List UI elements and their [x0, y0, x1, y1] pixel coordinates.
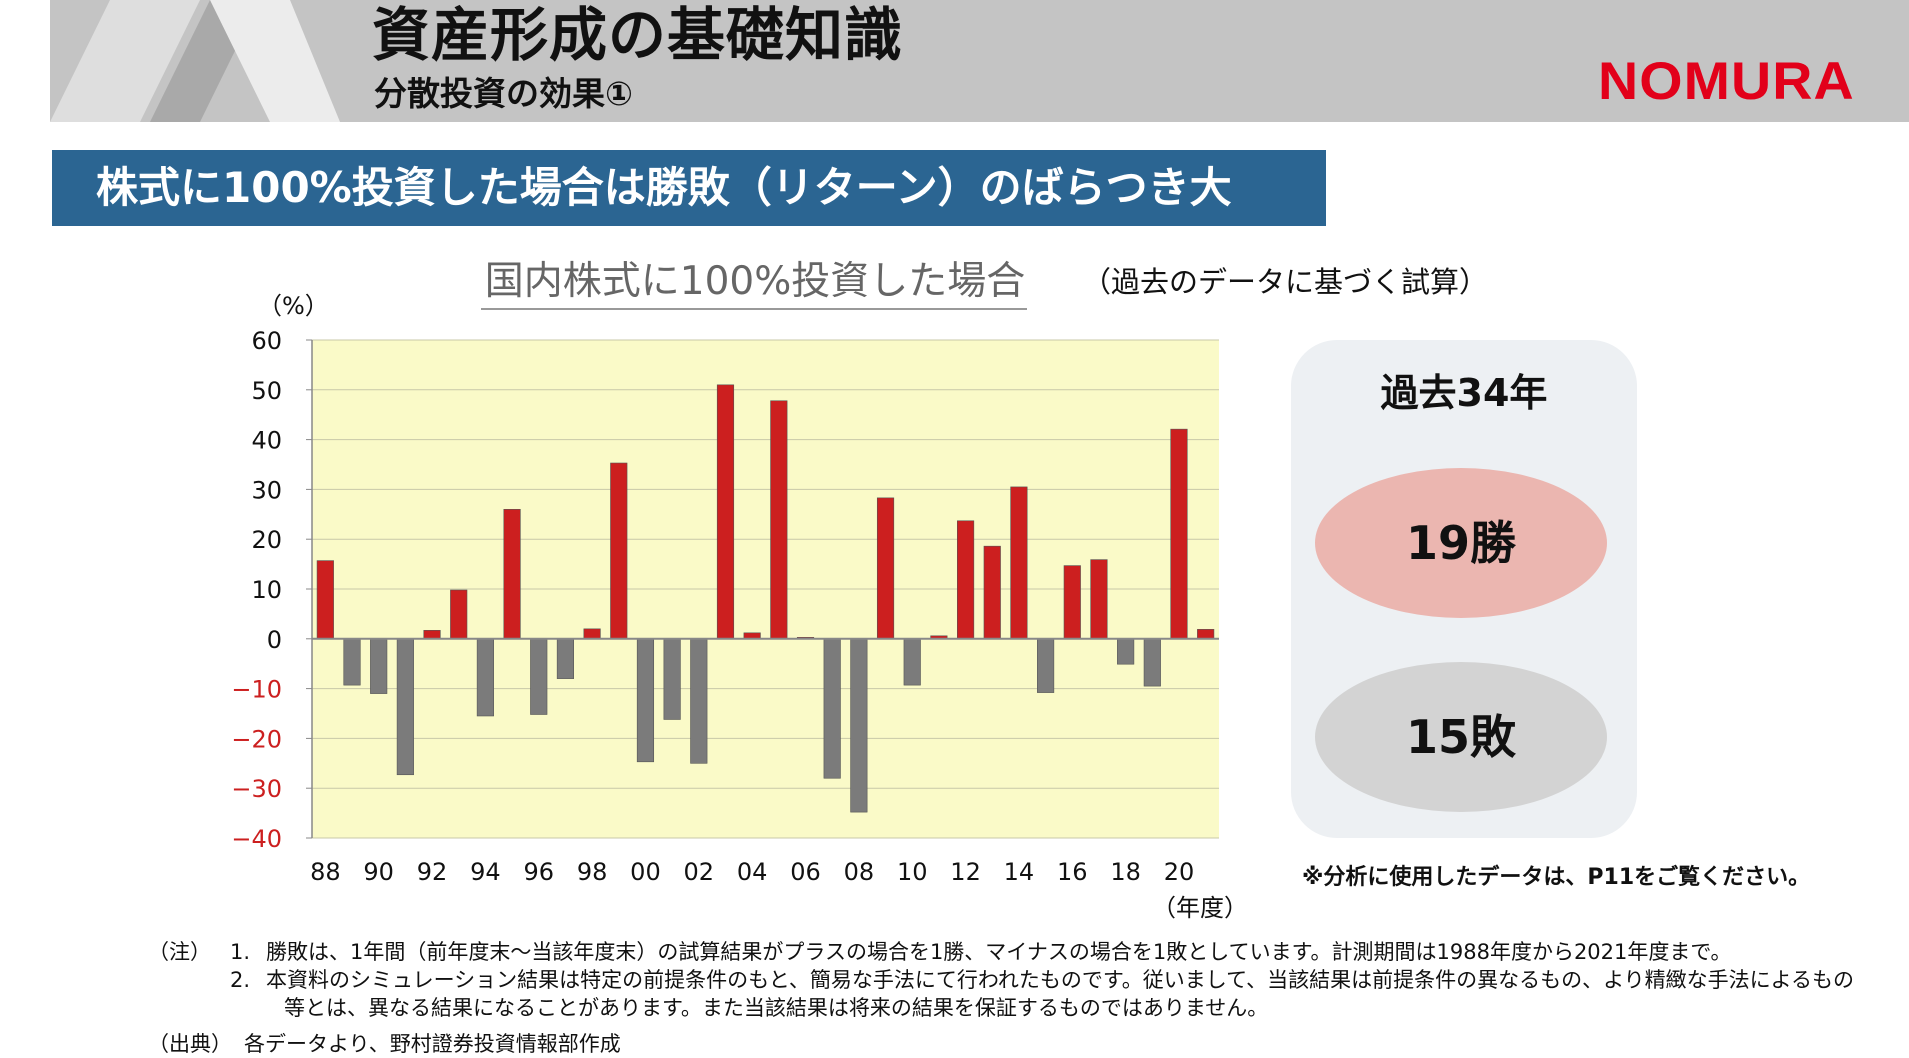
- bar-chart: 60 50 40 30 20 10 0 −10 −20 −30 −40 88 90 92 94 96 98 00 0…: [231, 292, 1248, 922]
- x-tick-label: 02: [684, 858, 715, 886]
- header-corner: [0, 0, 50, 122]
- chart-title-underline: [481, 308, 1027, 310]
- x-tick-label: 18: [1110, 858, 1141, 886]
- bar-2010: [903, 638, 921, 686]
- bar-2000: [636, 638, 655, 763]
- note1-number: 1.: [230, 940, 251, 964]
- bar-1995: [503, 509, 521, 640]
- bar-2019: [1143, 638, 1161, 687]
- source-text: 各データより、野村證券投資情報部作成: [244, 1032, 621, 1056]
- bar-2013: [983, 545, 1001, 640]
- note1-text: 勝敗は、1年間（前年度末～当該年度末）の試算結果がプラスの場合を1勝、マイナスの…: [266, 940, 1732, 964]
- x-tick-label: 12: [950, 858, 981, 886]
- y-tick-label: 10: [251, 576, 282, 604]
- x-tick-label: 96: [523, 858, 554, 886]
- bar-2012: [957, 520, 975, 640]
- losses-count: 15敗: [1405, 710, 1516, 764]
- bar-2015: [1037, 638, 1055, 693]
- bar-1996: [530, 638, 548, 715]
- x-tick-label: 10: [897, 858, 928, 886]
- source-label: （出典）: [148, 1032, 232, 1056]
- x-tick-label: 90: [363, 858, 394, 886]
- nomura-logo: NOMURA: [1598, 52, 1855, 111]
- y-tick-label: −10: [231, 676, 282, 704]
- bar-1990: [370, 638, 388, 694]
- y-tick-label: 60: [251, 327, 282, 355]
- y-tick-label: −20: [231, 725, 282, 753]
- y-axis-unit-label: （%）: [258, 292, 329, 320]
- summary-panel: 過去34年 19勝 15敗: [1291, 340, 1637, 838]
- summary-period: 過去34年: [1380, 371, 1548, 415]
- bar-1998: [583, 628, 601, 640]
- x-tick-label: 14: [1004, 858, 1035, 886]
- headline-banner: 株式に100%投資した場合は勝敗（リターン）のばらつき大: [52, 150, 1326, 226]
- bar-2005: [770, 400, 788, 640]
- data-reference-note: ※分析に使用したデータは、P11をご覧ください。: [1302, 865, 1811, 890]
- bar-1994: [476, 638, 494, 717]
- y-tick-label: 0: [267, 626, 282, 654]
- y-tick-label: 20: [251, 526, 282, 554]
- x-tick-label: 98: [577, 858, 608, 886]
- bar-2001: [663, 638, 681, 720]
- wins-oval: 19勝: [1315, 468, 1607, 618]
- deco-stripe-3: [210, 0, 340, 122]
- x-tick-label: 06: [790, 858, 821, 886]
- bar-1992: [423, 630, 441, 640]
- bar-2021: [1197, 629, 1215, 640]
- deco-stripe-1: [50, 0, 200, 122]
- bar-2020: [1170, 428, 1188, 640]
- losses-oval: 15敗: [1315, 662, 1607, 812]
- chart-title: 国内株式に100%投資した場合: [484, 259, 1026, 304]
- bar-2014: [1010, 486, 1028, 640]
- x-tick-label: 16: [1057, 858, 1088, 886]
- bar-2002: [690, 638, 708, 764]
- bar-2007: [823, 638, 841, 779]
- bar-1993: [450, 589, 468, 640]
- chart-note: （過去のデータに基づく試算）: [1082, 265, 1489, 299]
- wins-count: 19勝: [1405, 516, 1516, 570]
- page-subtitle: 分散投資の効果①: [374, 74, 633, 113]
- x-tick-label: 20: [1164, 858, 1195, 886]
- y-tick-label: 50: [251, 377, 282, 405]
- bar-1999: [610, 462, 628, 640]
- bar-2017: [1090, 559, 1108, 640]
- bar-2003: [716, 384, 735, 640]
- note2-number: 2.: [230, 968, 251, 992]
- headline-text: 株式に100%投資した場合は勝敗（リターン）のばらつき大: [96, 163, 1232, 212]
- bar-1991: [396, 638, 414, 776]
- bar-2016: [1063, 565, 1081, 640]
- x-tick-label: 08: [844, 858, 875, 886]
- note2-text-line1: 本資料のシミュレーション結果は特定の前提条件のもと、簡易な手法にて行われたもので…: [266, 968, 1855, 992]
- y-tick-label: −40: [231, 825, 282, 853]
- bar-1997: [556, 638, 574, 679]
- header-decoration: [50, 0, 340, 122]
- bar-1988: [316, 560, 334, 640]
- x-tick-label: 92: [417, 858, 448, 886]
- x-tick-label: 00: [630, 858, 661, 886]
- page-title: 資産形成の基礎知識: [372, 1, 904, 69]
- bar-2009: [876, 497, 895, 640]
- bar-1989: [343, 638, 361, 686]
- x-tick-label: 88: [310, 858, 341, 886]
- x-tick-label: 04: [737, 858, 768, 886]
- bar-2008: [850, 638, 868, 813]
- y-tick-label: −30: [231, 775, 282, 803]
- note-label: （注）: [148, 940, 211, 964]
- bar-2018: [1117, 638, 1135, 665]
- note2-text-line2: 等とは、異なる結果になることがあります。また当該結果は将来の結果を保証するもので…: [284, 996, 1269, 1020]
- y-tick-label: 30: [251, 476, 282, 504]
- x-axis-unit-label: （年度）: [1152, 894, 1248, 922]
- y-tick-label: 40: [251, 427, 282, 455]
- x-tick-label: 94: [470, 858, 501, 886]
